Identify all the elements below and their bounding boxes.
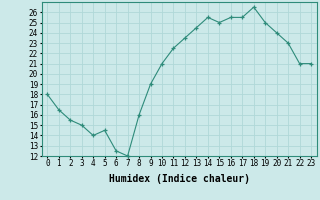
X-axis label: Humidex (Indice chaleur): Humidex (Indice chaleur): [109, 174, 250, 184]
